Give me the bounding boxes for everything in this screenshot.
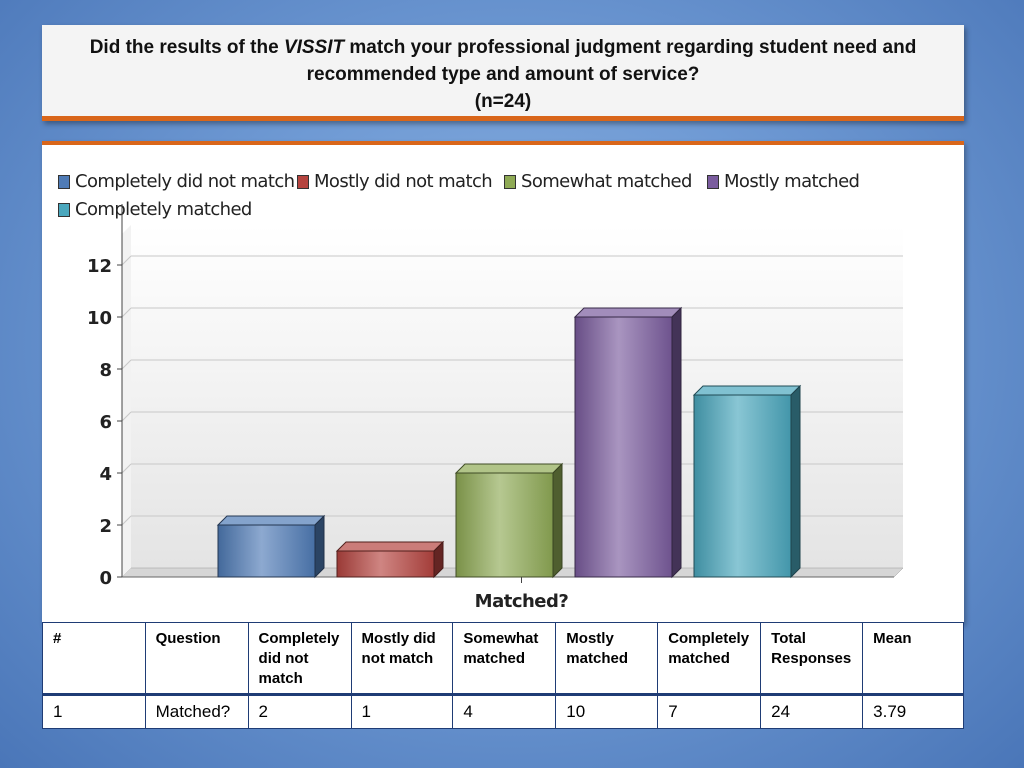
bar-chart: 0 2 4 6 8 10 12 Matched?	[87, 204, 904, 612]
gridline-diagonal	[121, 515, 132, 526]
cell-mean: 3.79	[862, 693, 964, 729]
cell-mostly-did-not-match: 1	[350, 693, 454, 729]
bar-completely-did-not-match	[217, 524, 316, 578]
header-question: Question	[144, 622, 249, 695]
header-completely-matched: Completely matched	[657, 622, 762, 695]
table-row: 1 Matched? 2 1 4 10 7 24 3.79	[42, 693, 964, 729]
header-mean: Mean	[862, 622, 964, 695]
bar-side	[552, 462, 563, 579]
gridline-diagonal	[121, 307, 132, 318]
legend-item-completely-matched: Completely matched	[58, 199, 252, 220]
bar-mostly-did-not-match	[336, 550, 435, 578]
slide-title: Did the results of the VISSIT match your…	[42, 25, 964, 121]
bar-top	[692, 385, 802, 396]
gridline-diagonal	[121, 255, 132, 266]
results-table: # Question Completely did not match Most…	[42, 622, 964, 729]
legend-swatch	[707, 174, 719, 189]
legend-label: Completely did not match	[75, 171, 295, 192]
bar-side	[790, 384, 801, 579]
chart-panel: Completely did not match Mostly did not m…	[42, 141, 964, 623]
header-completely-did-not-match: Completely did not match	[247, 622, 352, 695]
x-axis-label: Matched?	[475, 591, 569, 612]
bar-top	[335, 541, 445, 552]
header-mostly-matched: Mostly matched	[555, 622, 659, 695]
y-tick-label: 12	[87, 256, 112, 277]
legend-label: Mostly did not match	[314, 171, 493, 192]
cell-total-responses: 24	[760, 693, 864, 729]
legend-item-mostly-did-not-match: Mostly did not match	[297, 171, 493, 192]
y-tick-label: 10	[87, 308, 112, 329]
header-somewhat-matched: Somewhat matched	[452, 622, 557, 695]
legend-label: Completely matched	[75, 199, 252, 220]
legend-item-somewhat-matched: Somewhat matched	[504, 171, 692, 192]
legend-item-mostly-matched: Mostly matched	[707, 171, 860, 192]
bar-side	[314, 514, 325, 579]
bar-somewhat-matched	[455, 472, 554, 578]
y-tick-label: 0	[99, 568, 112, 589]
header-number: #	[42, 622, 146, 695]
cell-somewhat-matched: 4	[452, 693, 557, 729]
cell-mostly-matched: 10	[555, 693, 659, 729]
bar-top	[573, 307, 683, 318]
legend-swatch	[58, 202, 70, 217]
bar-side	[433, 540, 444, 579]
title-line-2: recommended type and amount of service?	[306, 64, 700, 85]
legend-label: Somewhat matched	[521, 171, 692, 192]
legend-swatch	[58, 174, 70, 189]
y-tick-label: 6	[99, 412, 112, 433]
bar-completely-matched	[693, 394, 792, 578]
gridline-diagonal	[121, 463, 132, 474]
cell-question: Matched?	[144, 693, 249, 729]
title-italic-vissit: VISSIT	[283, 37, 345, 58]
header-mostly-did-not-match: Mostly did not match	[350, 622, 454, 695]
legend-item-completely-did-not-match: Completely did not match	[58, 171, 295, 192]
bar-top	[454, 463, 564, 474]
title-line-1: Did the results of the VISSIT match your…	[89, 37, 917, 58]
title-line-3: (n=24)	[474, 91, 532, 112]
bar-top	[216, 515, 326, 526]
gridline-diagonal	[121, 411, 132, 422]
header-total-responses: Total Responses	[760, 622, 864, 695]
cell-number: 1	[42, 693, 146, 729]
bar-mostly-matched	[574, 316, 673, 578]
table-header-row: # Question Completely did not match Most…	[42, 622, 964, 695]
legend-swatch	[504, 174, 516, 189]
bar-side	[671, 306, 682, 579]
y-tick-label: 8	[99, 360, 112, 381]
y-tick-label: 2	[99, 516, 112, 537]
cell-completely-matched: 7	[657, 693, 762, 729]
y-tick-label: 4	[99, 464, 112, 485]
plot-left-wall	[122, 225, 131, 577]
legend-swatch	[297, 174, 309, 189]
legend-label: Mostly matched	[724, 171, 860, 192]
gridline-diagonal	[121, 359, 132, 370]
cell-completely-did-not-match: 2	[247, 693, 352, 729]
